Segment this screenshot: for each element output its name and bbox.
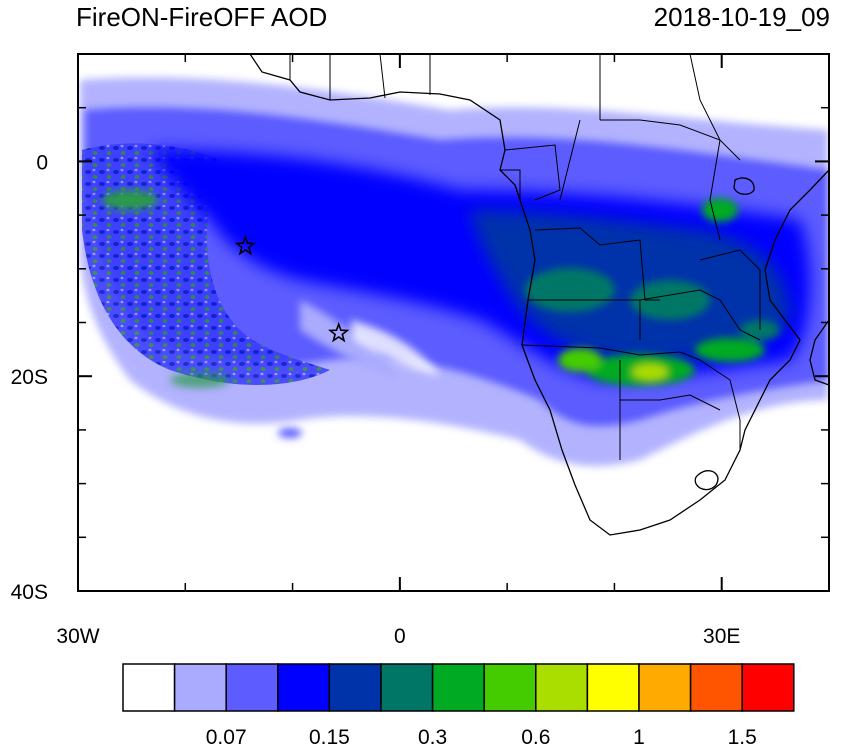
- colorbar-box: [638, 663, 692, 712]
- colorbar-box: [173, 663, 227, 712]
- y-tick-label: 40S: [11, 581, 48, 604]
- aod-clear-streaks: [278, 300, 440, 438]
- colorbar-box: [328, 663, 382, 712]
- africa-coastline: [249, 54, 829, 536]
- y-tick-label: 20S: [11, 366, 48, 389]
- colorbar-label: 0.6: [521, 726, 550, 747]
- colorbar-box: [431, 663, 485, 712]
- map-timestamp: 2018-10-19_09: [653, 2, 830, 32]
- coastlines: [249, 54, 829, 536]
- colorbar-box: [380, 663, 434, 712]
- colorbar-box: [689, 663, 743, 712]
- lesotho-outline: [694, 470, 719, 491]
- x-tick-label: 30E: [703, 625, 740, 648]
- colorbar-label: 0.07: [206, 726, 247, 747]
- colorbar: 0.07 0.15 0.3 0.6 1 1.5: [122, 663, 795, 747]
- colorbar-box: [122, 663, 176, 712]
- station-markers: [234, 234, 350, 343]
- lake-victoria-outline: [733, 177, 755, 195]
- aod-plume-dark: [470, 210, 790, 360]
- colorbar-label: 0.15: [309, 726, 350, 747]
- colorbar-box: [586, 663, 640, 712]
- aod-field: [80, 77, 828, 466]
- country-borders: [289, 54, 761, 460]
- colorbar-label: 1.5: [728, 726, 757, 747]
- colorbar-box: [225, 663, 279, 712]
- colorbar-box: [535, 663, 589, 712]
- map-title: FireON-FireOFF AOD: [76, 2, 328, 32]
- colorbar-label: 1: [633, 726, 645, 747]
- y-tick-label: 0: [36, 151, 48, 174]
- colorbar-box: [483, 663, 537, 712]
- colorbar-label: 0.3: [418, 726, 447, 747]
- colorbar-box: [277, 663, 331, 712]
- star-marker-icon: [327, 321, 350, 343]
- x-tick-label: 30W: [56, 625, 99, 648]
- axis-ticks: 30W 0 30E 0 20S 40S: [11, 53, 830, 648]
- madagascar-coastline: [809, 319, 829, 386]
- x-tick-label: 0: [394, 625, 406, 648]
- colorbar-box: [741, 663, 795, 712]
- star-marker-icon: [234, 234, 257, 256]
- aod-green-pockets: [102, 190, 780, 388]
